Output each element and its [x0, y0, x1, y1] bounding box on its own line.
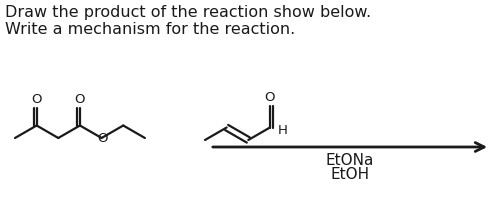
Text: EtONa: EtONa — [326, 153, 374, 168]
Text: EtOH: EtOH — [331, 167, 370, 182]
Text: O: O — [97, 132, 108, 145]
Text: O: O — [32, 92, 42, 105]
Text: H: H — [278, 124, 288, 137]
Text: Write a mechanism for the reaction.: Write a mechanism for the reaction. — [5, 22, 295, 37]
Text: O: O — [75, 92, 85, 105]
Text: O: O — [265, 90, 275, 103]
Text: Draw the product of the reaction show below.: Draw the product of the reaction show be… — [5, 5, 371, 20]
